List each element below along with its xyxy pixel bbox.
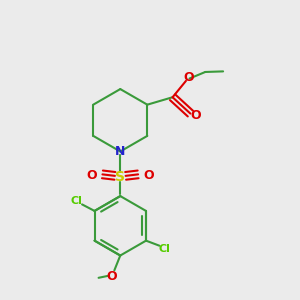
Text: O: O — [183, 71, 194, 84]
Text: O: O — [86, 169, 97, 182]
Text: Cl: Cl — [159, 244, 171, 254]
Text: O: O — [190, 110, 201, 122]
Text: N: N — [115, 145, 125, 158]
Text: O: O — [144, 169, 154, 182]
Text: S: S — [115, 170, 125, 184]
Text: O: O — [106, 269, 117, 283]
Text: Cl: Cl — [71, 196, 82, 206]
